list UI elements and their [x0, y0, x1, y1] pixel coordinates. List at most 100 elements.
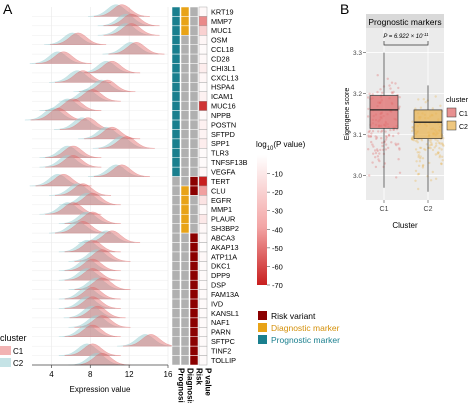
boxplot-point: [392, 128, 396, 131]
boxplot-point: [428, 161, 431, 165]
boxplot-point: [411, 120, 414, 123]
boxplot-point: [388, 84, 391, 87]
pvalue-cell: [198, 148, 208, 158]
boxplot-point: [385, 135, 388, 138]
boxplot-point: [392, 128, 395, 131]
annotation-cell: [171, 44, 181, 55]
annotation-cell: [171, 157, 181, 168]
pvalue-cell: [198, 345, 208, 356]
annotation-column-label: Risk: [195, 368, 204, 385]
boxplot-point: [374, 135, 377, 138]
ridge-MMP1-c1: [45, 202, 102, 215]
annotation-cell: [180, 44, 190, 55]
pvalue-tick-label: -20: [272, 188, 283, 197]
pvalue-cell: [198, 251, 208, 262]
boxplot-point: [434, 144, 438, 147]
ridge-OSM-c2: [44, 32, 101, 45]
pvalue-cell: [198, 223, 208, 234]
boxplot-point: [369, 135, 372, 138]
boxplot-point: [381, 129, 384, 132]
ridge-TNFSF13B-c1: [45, 155, 102, 168]
pvalue-cell: [198, 25, 208, 36]
gene-label: HSPA4: [211, 83, 234, 92]
cluster-legend-label-c1: C1: [13, 347, 24, 356]
boxplot-point: [390, 91, 394, 94]
annotation-cell: [180, 232, 190, 243]
gene-label: ICAM1: [211, 92, 233, 101]
pvalue-cell: [198, 308, 208, 319]
cluster-legend-label-c2: C2: [13, 359, 24, 368]
annotation-column-label: Prognosis: [177, 368, 186, 403]
annotation-cell: [171, 82, 181, 93]
annotation-cell: [171, 195, 181, 206]
boxplot-point: [367, 134, 370, 137]
pvalue-cell: [198, 72, 208, 83]
gene-label: TNFSF13B: [211, 158, 248, 167]
boxplot-point: [384, 143, 388, 146]
boxplot-legend-title: cluster: [446, 95, 469, 104]
boxplot-point: [419, 157, 422, 160]
pvalue-cell: [198, 63, 208, 74]
boxplot-point: [411, 138, 414, 141]
pvalue-cell: [198, 232, 208, 243]
boxplot-point: [392, 90, 395, 94]
ridge-ICAM1-c1: [64, 89, 121, 102]
annotation-cell: [180, 138, 190, 149]
boxplot-point: [417, 172, 421, 176]
pvalue-ticks: -10 -20 -30 -40 -50 -60 -70: [267, 170, 283, 290]
annotation-cell: [189, 63, 199, 74]
boxplot-point: [436, 151, 440, 154]
annotation-cell: [171, 204, 181, 215]
gene-label: NAF1: [211, 318, 230, 327]
boxplot-point: [376, 149, 379, 153]
ridge-TNFSF13B-c2: [39, 155, 96, 168]
annotation-cell: [171, 289, 181, 300]
annotation-cell: [180, 185, 190, 196]
annotation-cell: [171, 176, 181, 187]
boxplot-point: [421, 157, 425, 160]
boxplot-y-tick-label: 3.3: [353, 50, 362, 57]
boxplot-point: [421, 166, 425, 169]
annotation-cell: [180, 157, 190, 168]
boxplot-point: [397, 158, 400, 161]
boxplot-point: [390, 81, 394, 84]
gene-label: SPP1: [211, 139, 230, 148]
boxplot-point: [429, 144, 432, 147]
gene-label: CD28: [211, 54, 230, 63]
gene-label: KRT19: [211, 7, 234, 16]
ridge-AKAP13-c1: [64, 239, 121, 253]
pvalue-cell: [198, 280, 208, 290]
annotation-cell: [171, 279, 181, 290]
ridge-IVD-c2: [58, 296, 116, 309]
annotation-cell: [189, 298, 199, 309]
boxplot-point: [441, 155, 444, 158]
annotation-cell: [171, 308, 181, 319]
boxplot-point: [378, 152, 381, 155]
annotation-cell: [180, 261, 190, 272]
annotation-cell: [171, 232, 181, 243]
boxplot-x-tick-label: C1: [380, 206, 389, 213]
annotation-cell: [189, 44, 199, 55]
x-tick-label: 8: [88, 370, 93, 379]
boxplot-point: [440, 148, 443, 151]
ridge-SH3BP2-c2: [49, 221, 106, 234]
gene-label: TOLLIP: [211, 356, 236, 365]
boxplot-point: [429, 140, 432, 143]
boxplot-point: [398, 171, 402, 174]
boxplot-point: [419, 106, 423, 109]
annotation-cell: [189, 251, 199, 262]
boxplot-point: [411, 129, 414, 133]
boxplot-x-label: Cluster: [392, 221, 418, 230]
boxplot-point: [366, 96, 370, 99]
ridge-SFTPD-c2: [78, 126, 135, 140]
boxplot-point: [381, 91, 384, 95]
boxplot-legend-swatch-c1: [446, 107, 457, 118]
annotation-cell: [189, 261, 199, 272]
boxplot-point: [411, 126, 415, 129]
boxplot-point: [380, 141, 384, 144]
ridge-CLU-c1: [54, 183, 112, 196]
boxplot-point: [391, 92, 394, 95]
pvalue-cell: [198, 195, 208, 206]
pvalue-cell: [198, 214, 208, 224]
annotation-cell: [189, 336, 199, 347]
